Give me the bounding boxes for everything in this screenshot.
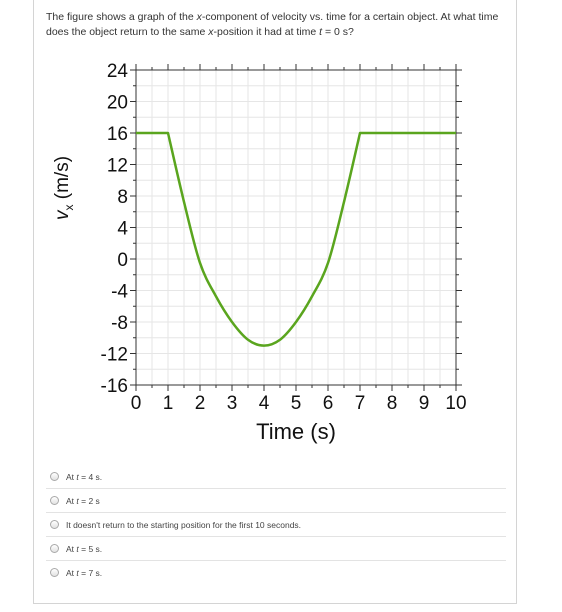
question-var: t [319,26,323,38]
y-tick-label: -16 [101,376,128,397]
question-part: = 0 s? [322,26,354,38]
y-tick-label: 12 [107,156,128,177]
question-part: -position it had at time [213,26,320,38]
y-tick-label: 0 [117,250,128,271]
option-label-var: t [76,471,79,482]
radio-button[interactable] [50,544,59,553]
answer-option[interactable]: At t = 5 s. [46,537,506,561]
question-var: x [196,11,202,23]
answer-option[interactable]: At t = 4 s. [46,465,506,489]
y-tick-label: 20 [107,93,128,114]
x-tick-label: 7 [355,393,366,414]
option-label: At t = 7 s. [66,568,102,578]
x-tick-label: 0 [131,393,142,414]
option-label: It doesn't return to the starting positi… [66,520,301,530]
question-part: -component of velocity vs. time for a ce… [46,11,499,38]
x-tick-label: 10 [445,393,466,414]
option-label: At t = 4 s. [66,472,102,482]
option-label-prefix: At [66,495,77,506]
option-label-prefix: At [66,567,77,578]
option-label: At t = 2 s [66,496,100,506]
option-label-rest: = 4 s. [78,471,103,482]
answer-options: At t = 4 s. At t = 2 s It doesn't return t… [46,465,506,584]
option-label: At t = 5 s. [66,544,102,554]
radio-button[interactable] [50,568,59,577]
question-text: The figure shows a graph of the x-compon… [46,10,506,40]
x-tick-label: 3 [227,393,238,414]
radio-button[interactable] [50,472,59,481]
option-label-rest: = 7 s. [78,567,103,578]
y-tick-label: -8 [111,313,128,334]
option-label-var: t [76,543,79,554]
question-card: The figure shows a graph of the x-compon… [33,0,517,604]
y-tick-label: 8 [117,187,128,208]
x-tick-label: 4 [259,393,270,414]
x-tick-label: 9 [419,393,430,414]
x-tick-label: 6 [323,393,334,414]
radio-button[interactable] [50,496,59,505]
y-tick-label: -4 [111,282,128,303]
answer-option[interactable]: At t = 2 s [46,489,506,513]
y-tick-label: 16 [107,124,128,145]
question-part: The figure shows a graph of the [46,11,197,23]
answer-option[interactable]: It doesn't return to the starting positi… [46,513,506,537]
option-label-prefix: At [66,471,77,482]
x-tick-label: 5 [291,393,302,414]
answer-option[interactable]: At t = 7 s. [46,561,506,584]
x-axis-label: Time (s) [256,419,336,444]
y-tick-label: 24 [107,61,129,82]
x-tick-label: 2 [195,393,206,414]
option-label-var: t [76,495,79,506]
x-tick-label: 1 [163,393,174,414]
option-label-rest: = 5 s. [78,543,103,554]
y-tick-label: -12 [101,345,128,366]
option-label-rest: = 2 s [78,495,100,506]
option-label-prefix: At [66,543,77,554]
option-label-prefix: It doesn't return to the starting positi… [66,519,302,530]
x-tick-label: 8 [387,393,398,414]
velocity-series-line [136,131,456,347]
y-tick-label: 4 [117,219,128,240]
question-var: x [208,26,214,38]
radio-button[interactable] [50,520,59,529]
option-label-var: t [76,567,79,578]
